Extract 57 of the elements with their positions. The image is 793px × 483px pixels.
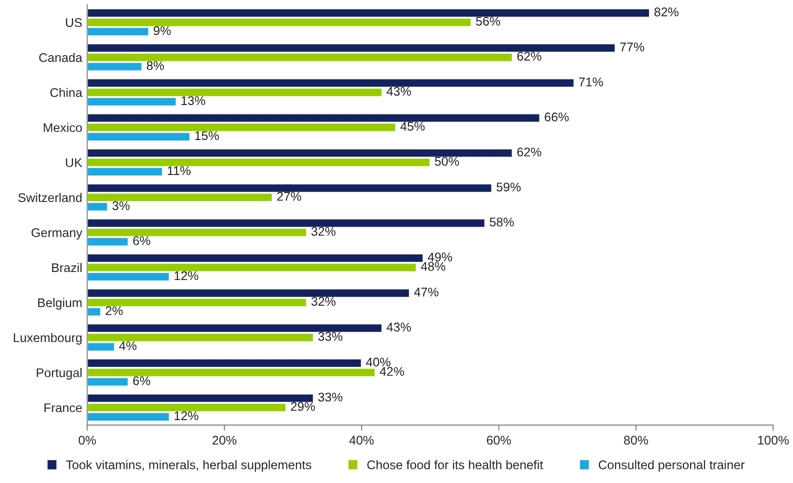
data-label: 62% <box>517 52 542 61</box>
data-label: 6% <box>133 236 150 246</box>
data-label: 15% <box>195 131 219 140</box>
data-label: 48% <box>420 262 446 271</box>
x-tick-label: 20% <box>212 436 236 445</box>
data-label: 66% <box>544 112 569 122</box>
data-label: 6% <box>133 376 150 386</box>
data-label: 49% <box>428 252 452 262</box>
data-label: 4% <box>119 341 136 350</box>
data-label: 47% <box>414 288 438 296</box>
x-tick-label: 80% <box>624 436 648 445</box>
x-tick-label: 60% <box>486 436 511 445</box>
data-label: 27% <box>277 192 302 201</box>
data-label: 33% <box>318 332 342 341</box>
data-label: 40% <box>366 358 390 367</box>
data-label: 33% <box>318 392 342 402</box>
data-label: 59% <box>496 182 521 192</box>
data-label: 32% <box>311 226 336 236</box>
data-label: 11% <box>168 166 190 176</box>
x-tick-label: 0% <box>78 436 96 445</box>
data-label: 13% <box>182 96 206 106</box>
y-tick-label: Mexico <box>44 122 82 132</box>
data-label: 77% <box>620 42 644 52</box>
x-tick-label: 100% <box>758 436 789 445</box>
data-label: 56% <box>476 16 500 26</box>
data-label: 50% <box>434 156 459 166</box>
data-label: 8% <box>146 61 164 70</box>
legend-label: Chose food for its health benefit <box>367 460 544 470</box>
data-label: 82% <box>654 8 678 16</box>
data-label: 12% <box>174 271 198 280</box>
data-label: 43% <box>386 322 411 332</box>
y-tick-label: Portugal <box>36 368 82 380</box>
data-label: 2% <box>106 306 123 316</box>
data-label: 9% <box>154 26 171 36</box>
data-label: 45% <box>400 122 425 131</box>
data-label: 12% <box>174 411 198 420</box>
data-label: 3% <box>112 201 130 210</box>
y-tick-label: Belgium <box>38 298 82 310</box>
x-tick-label: 40% <box>349 436 374 445</box>
y-tick-label: France <box>44 403 82 412</box>
y-tick-label: Brazil <box>52 262 82 272</box>
data-label: 43% <box>386 86 411 96</box>
data-label: 42% <box>380 367 404 376</box>
y-tick-label: Switzerland <box>18 192 82 202</box>
y-tick-label: Luxembourg <box>14 332 82 345</box>
y-tick-label: UK <box>66 158 82 168</box>
y-tick-label: Canada <box>39 52 82 62</box>
legend-label: Consulted personal trainer <box>598 460 745 472</box>
legend-label: Took vitamins, minerals, herbal supplements <box>66 460 312 472</box>
y-tick-label: China <box>50 88 82 98</box>
data-label: 62% <box>517 148 542 156</box>
data-label: 32% <box>311 296 336 306</box>
data-label: 71% <box>579 78 603 86</box>
data-label: 29% <box>290 402 315 411</box>
y-tick-label: Germany <box>32 228 82 240</box>
data-label: 58% <box>490 218 514 226</box>
y-tick-label: US <box>66 18 82 27</box>
